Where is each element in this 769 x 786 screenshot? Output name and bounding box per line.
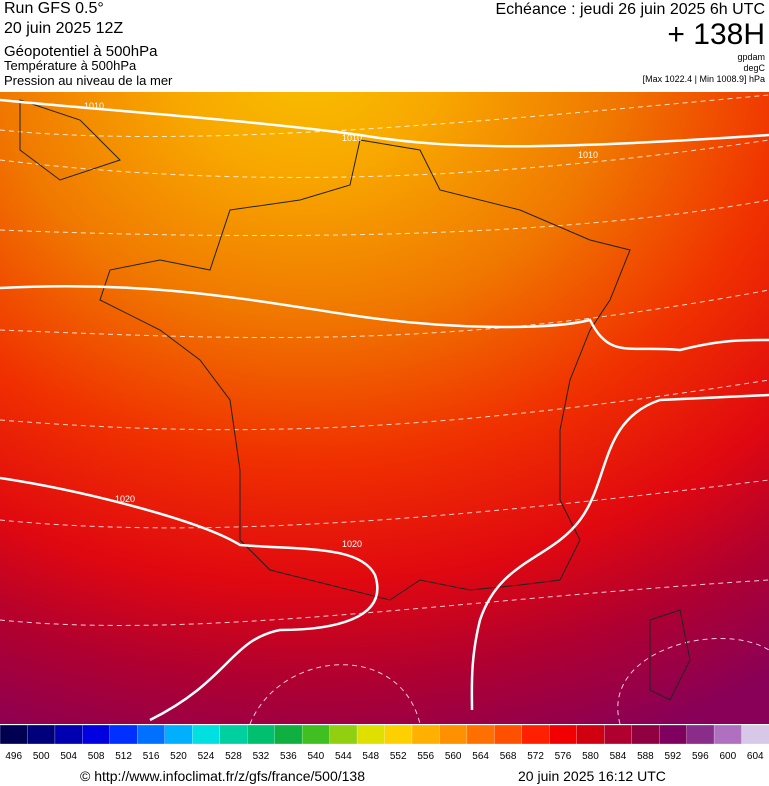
scale-cell [713, 724, 743, 745]
scale-label: 544 [335, 751, 352, 762]
scale-label: 580 [582, 751, 599, 762]
lead: + 138H [667, 18, 765, 51]
scale-label: 576 [555, 751, 572, 762]
footer-url: © http://www.infoclimat.fr/z/gfs/france/… [80, 768, 365, 784]
scale-label: 560 [445, 751, 462, 762]
isobar-label: 1010 [84, 101, 104, 111]
run: Run GFS 0.5° [4, 0, 104, 17]
field1: Géopotentiel à 500hPa [4, 43, 158, 60]
color-scale: 496 500 504 508 512 516 520 524 528 532 536 540 544 5… [0, 724, 769, 762]
run-date: 20 juin 2025 12Z [4, 20, 123, 37]
temperature-contours [0, 94, 769, 725]
scale-cell [301, 724, 331, 745]
scale-label: 552 [390, 751, 407, 762]
scale-label: 592 [665, 751, 682, 762]
scale-label: 504 [60, 751, 77, 762]
isobar-label: 1010 [578, 150, 598, 160]
scale-cell [82, 724, 111, 745]
scale-label: 516 [143, 751, 160, 762]
scale-label: 568 [500, 751, 517, 762]
unit1: gpdam [737, 52, 765, 62]
scale-cell [439, 724, 468, 745]
coastlines [19, 99, 691, 701]
valid: Echéance : jeudi 26 juin 2025 6h UTC [495, 1, 765, 18]
scale-label: 496 [5, 751, 22, 762]
scale-cell [494, 724, 523, 745]
scale-label: 524 [198, 751, 215, 762]
scale-label: 572 [527, 751, 544, 762]
scale-label: 548 [362, 751, 379, 762]
scale-cell [411, 724, 441, 745]
scale-label: 584 [610, 751, 627, 762]
scale-cell [466, 724, 496, 745]
isobars [0, 98, 769, 722]
scale-cell [576, 724, 605, 745]
scale-cell [604, 724, 633, 745]
scale-label: 564 [472, 751, 489, 762]
scale-label: 512 [115, 751, 132, 762]
scale-cell [686, 724, 715, 745]
scale-cell [631, 724, 660, 745]
scale-cell [274, 724, 303, 745]
scale-cell [658, 724, 688, 745]
scale-label: 596 [692, 751, 709, 762]
scale-label: 556 [417, 751, 434, 762]
scale-cell [137, 724, 166, 745]
scale-cell [192, 724, 221, 745]
isobar-label: 1010 [342, 133, 362, 143]
scale-label: 588 [637, 751, 654, 762]
scale-cell [27, 724, 56, 745]
footer-stamp: 20 juin 2025 16:12 UTC [518, 768, 666, 784]
scale-label: 508 [88, 751, 105, 762]
isobar-label: 1020 [342, 539, 362, 549]
scale-cell [164, 724, 193, 745]
scale-label: 500 [33, 751, 50, 762]
scale-cell [247, 724, 276, 745]
range: [Max 1022.4 | Min 1008.9] hPa [643, 74, 765, 84]
scale-cell [356, 724, 386, 745]
scale-label: 540 [307, 751, 324, 762]
field3: Pression au niveau de la mer [4, 73, 173, 88]
scale-label: 604 [747, 751, 764, 762]
scale-cell [109, 724, 138, 745]
scale-cell [741, 724, 769, 745]
scale-label: 528 [225, 751, 242, 762]
scale-cell [54, 724, 84, 745]
scale-cell [219, 724, 248, 745]
scale-cell [521, 724, 550, 745]
field2: Température à 500hPa [4, 58, 137, 73]
scale-cell [329, 724, 358, 745]
scale-label: 520 [170, 751, 187, 762]
isobar-label: 1020 [115, 494, 135, 504]
scale-cell [549, 724, 578, 745]
unit2: degC [743, 63, 765, 73]
scale-cell [384, 724, 413, 745]
scale-label: 532 [253, 751, 270, 762]
scale-label: 536 [280, 751, 297, 762]
scale-cell [0, 724, 29, 745]
map-field [0, 92, 769, 724]
scale-label: 600 [719, 751, 736, 762]
